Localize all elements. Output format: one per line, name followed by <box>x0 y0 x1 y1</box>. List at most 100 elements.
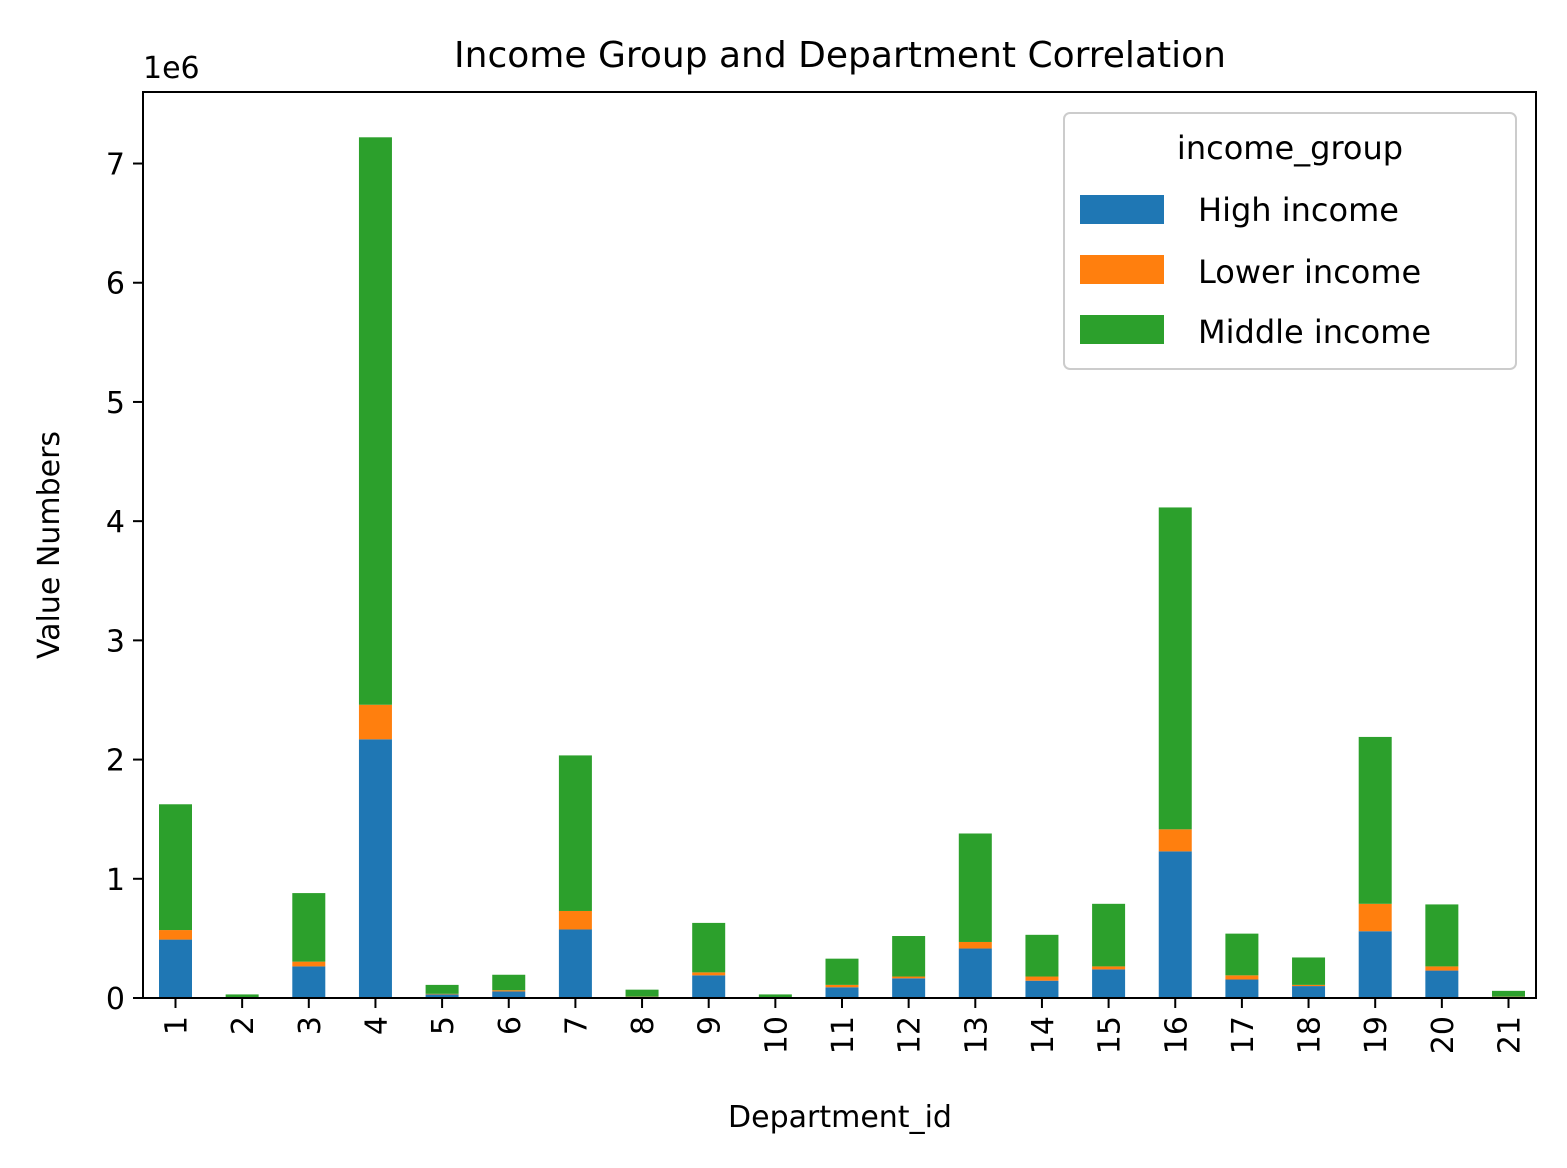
bar-high-income-dept-4 <box>358 739 392 998</box>
legend-title: income_group <box>1177 129 1403 167</box>
plot-frame <box>142 91 1537 999</box>
bar-high-income-dept-14 <box>1025 980 1059 998</box>
bar-middle-income-dept-13 <box>958 833 992 942</box>
y-axis-title: Value Numbers <box>32 431 67 659</box>
bar-middle-income-dept-1 <box>159 804 192 931</box>
x-tick-label: 6 <box>493 1016 528 1035</box>
x-tick-label: 21 <box>1493 1016 1528 1054</box>
bar-high-income-dept-18 <box>1292 986 1326 998</box>
y-tick-label: 3 <box>106 624 125 659</box>
chart-title: Income Group and Department Correlation <box>454 35 1226 76</box>
bar-middle-income-dept-15 <box>1092 903 1126 967</box>
x-tick-label: 13 <box>959 1016 994 1054</box>
x-tick-label: 7 <box>559 1016 594 1035</box>
bar-middle-income-dept-6 <box>492 974 526 991</box>
bar-lower-income-dept-19 <box>1358 903 1392 932</box>
legend-swatch-middle-income <box>1080 315 1164 344</box>
x-tick-label: 4 <box>359 1016 394 1035</box>
bar-lower-income-dept-11 <box>825 984 859 988</box>
bar-middle-income-dept-14 <box>1025 934 1059 977</box>
y-tick-label: 6 <box>106 267 125 302</box>
bar-lower-income-dept-4 <box>358 704 392 740</box>
bar-middle-income-dept-5 <box>425 984 459 994</box>
bar-middle-income-dept-16 <box>1158 507 1192 830</box>
bar-high-income-dept-20 <box>1425 970 1459 998</box>
bar-lower-income-dept-17 <box>1225 975 1259 980</box>
bar-lower-income-dept-6 <box>492 990 526 992</box>
x-tick-label: 18 <box>1293 1016 1328 1054</box>
y-tick-label: 7 <box>106 148 125 183</box>
bar-lower-income-dept-20 <box>1425 966 1459 971</box>
bar-middle-income-dept-4 <box>358 137 392 705</box>
bar-middle-income-dept-18 <box>1292 957 1326 985</box>
x-tick-label: 11 <box>826 1016 861 1054</box>
x-tick-label: 8 <box>626 1016 661 1035</box>
y-tick-label: 4 <box>106 505 125 540</box>
x-tick-label: 19 <box>1359 1016 1394 1054</box>
x-tick-label: 12 <box>893 1016 928 1054</box>
legend-label-middle-income: Middle income <box>1198 313 1431 351</box>
bar-lower-income-dept-9 <box>692 972 726 976</box>
bar-high-income-dept-6 <box>492 991 526 998</box>
bar-middle-income-dept-3 <box>292 893 326 962</box>
legend-swatch-lower-income <box>1080 255 1164 284</box>
x-axis: 1 2 3 4 5 6 7 8 9 10 11 12 13 14 15 16 17 18 19 20 21 <box>160 998 1528 1054</box>
bar-middle-income-dept-19 <box>1358 736 1392 904</box>
x-tick-label: 16 <box>1159 1016 1194 1054</box>
bar-middle-income-dept-20 <box>1425 904 1459 967</box>
bar-middle-income-dept-7 <box>558 755 592 911</box>
x-tick-label: 14 <box>1026 1016 1061 1054</box>
bar-middle-income-dept-10 <box>758 994 792 998</box>
bar-high-income-dept-15 <box>1092 969 1126 998</box>
x-tick-label: 10 <box>759 1016 794 1054</box>
bars-group <box>159 137 1525 998</box>
bar-middle-income-dept-21 <box>1492 990 1525 997</box>
bar-middle-income-dept-11 <box>825 958 859 985</box>
bar-lower-income-dept-18 <box>1292 984 1326 987</box>
bar-lower-income-dept-12 <box>892 976 926 979</box>
bar-high-income-dept-16 <box>1158 851 1192 998</box>
bar-middle-income-dept-8 <box>625 989 659 997</box>
x-tick-label: 17 <box>1226 1016 1261 1054</box>
bar-lower-income-dept-1 <box>159 930 192 940</box>
legend-label-lower-income: Lower income <box>1198 253 1421 291</box>
bar-high-income-dept-13 <box>958 948 992 998</box>
bar-lower-income-dept-14 <box>1025 976 1059 981</box>
y-tick-label: 1 <box>106 863 125 898</box>
x-tick-label: 20 <box>1426 1016 1461 1054</box>
legend: income_group High income Lower income Mi… <box>1063 112 1517 370</box>
bar-middle-income-dept-9 <box>692 922 726 973</box>
legend-swatch-high-income <box>1080 195 1164 224</box>
bar-lower-income-dept-15 <box>1092 966 1126 970</box>
bar-middle-income-dept-2 <box>225 994 259 998</box>
y-tick-label: 5 <box>106 386 125 421</box>
bar-lower-income-dept-3 <box>292 961 326 967</box>
bar-lower-income-dept-7 <box>558 910 592 930</box>
bar-high-income-dept-7 <box>558 929 592 998</box>
bar-lower-income-dept-16 <box>1158 829 1192 852</box>
x-tick-label: 5 <box>426 1016 461 1035</box>
y-axis: 0 1 2 3 4 5 6 7 <box>106 148 143 1017</box>
legend-box <box>1063 112 1517 370</box>
bar-high-income-dept-19 <box>1358 931 1392 998</box>
bar-high-income-dept-17 <box>1225 979 1259 998</box>
legend-label-high-income: High income <box>1198 191 1399 229</box>
bar-middle-income-dept-12 <box>892 936 926 977</box>
x-tick-label: 15 <box>1093 1016 1128 1054</box>
bar-high-income-dept-1 <box>159 939 192 998</box>
bar-lower-income-dept-5 <box>425 993 459 995</box>
bar-middle-income-dept-17 <box>1225 933 1259 976</box>
bar-high-income-dept-9 <box>692 975 726 998</box>
bar-high-income-dept-5 <box>425 994 459 998</box>
x-tick-label: 3 <box>293 1016 328 1035</box>
bar-high-income-dept-11 <box>825 987 859 998</box>
x-tick-label: 1 <box>160 1016 195 1035</box>
y-tick-label: 2 <box>106 744 125 779</box>
bar-high-income-dept-12 <box>892 978 926 998</box>
bar-high-income-dept-3 <box>292 966 326 998</box>
x-axis-title: Department_id <box>728 1100 952 1135</box>
y-tick-label: 0 <box>106 982 125 1017</box>
x-tick-label: 9 <box>693 1016 728 1035</box>
y-offset-label: 1e6 <box>143 51 200 86</box>
